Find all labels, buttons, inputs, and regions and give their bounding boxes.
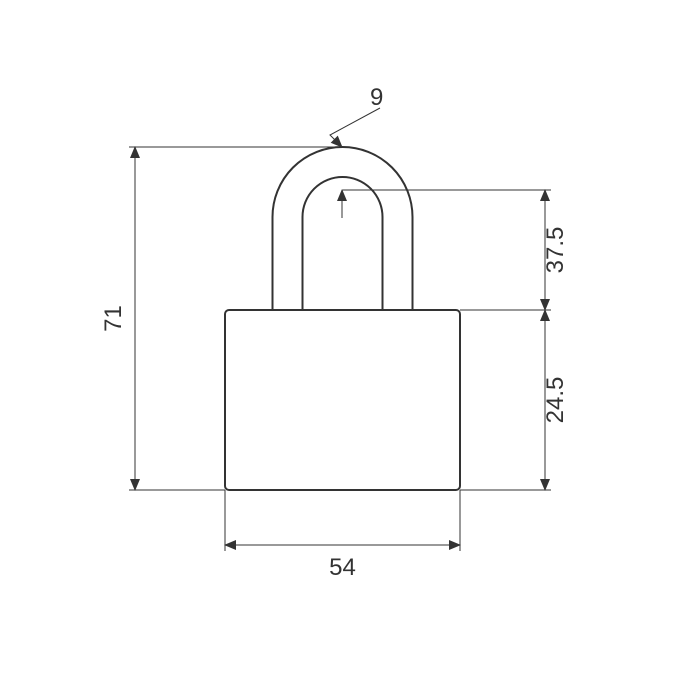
dimension-body-width: 54 bbox=[225, 490, 460, 581]
lock-shackle bbox=[273, 147, 413, 310]
label-shackle-thickness: 9 bbox=[370, 84, 383, 111]
label-body-height: 24.5 bbox=[542, 377, 569, 424]
dimension-shackle-thickness: 9 bbox=[330, 84, 383, 218]
label-shackle-clearance: 37.5 bbox=[542, 227, 569, 274]
padlock-technical-drawing: 71 54 37.5 24.5 9 bbox=[0, 0, 700, 700]
label-total-height: 71 bbox=[100, 305, 127, 332]
label-body-width: 54 bbox=[329, 554, 356, 581]
lock-body bbox=[225, 310, 460, 490]
dimension-shackle-clearance: 37.5 bbox=[343, 190, 570, 310]
dimension-body-height: 24.5 bbox=[460, 310, 569, 490]
